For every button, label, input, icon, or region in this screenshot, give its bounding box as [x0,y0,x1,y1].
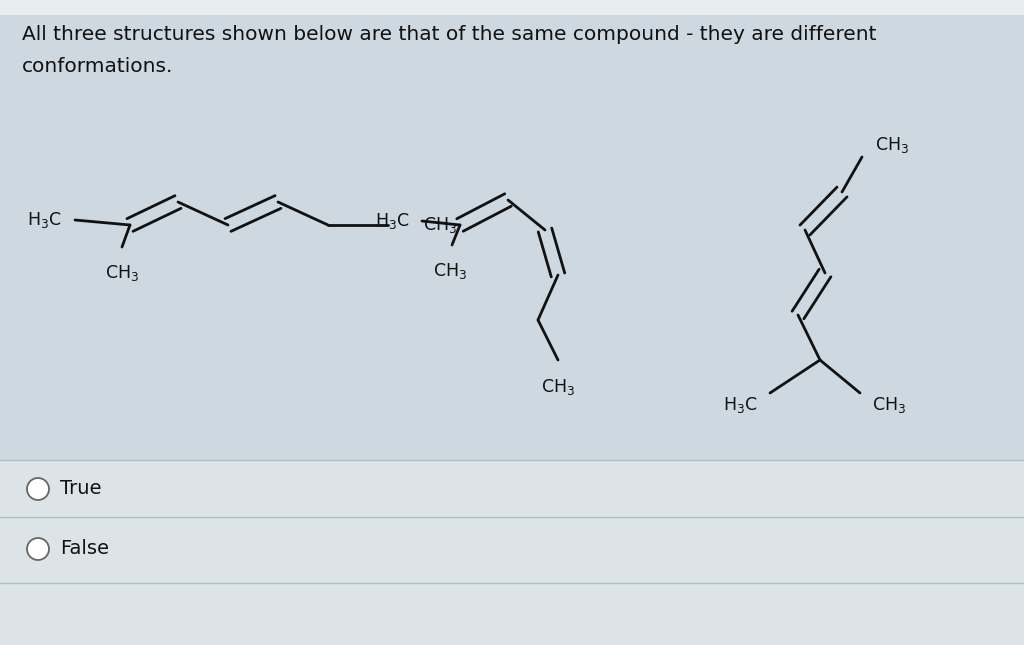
Text: $\mathregular{H_3C}$: $\mathregular{H_3C}$ [723,395,758,415]
Text: $\mathregular{CH_3}$: $\mathregular{CH_3}$ [541,377,575,397]
Bar [0,460,1024,645]
Text: $\mathregular{CH_3}$: $\mathregular{CH_3}$ [874,135,909,155]
Bar [0,0,1024,15]
Text: False: False [60,539,109,559]
Text: True: True [60,479,101,499]
Text: $\mathregular{CH_3}$: $\mathregular{CH_3}$ [423,215,457,235]
Circle shape [27,478,49,500]
Text: All three structures shown below are that of the same compound - they are differ: All three structures shown below are tha… [22,26,877,45]
Bar [0,0,1024,460]
Text: $\mathregular{CH_3}$: $\mathregular{CH_3}$ [104,263,139,283]
Text: conformations.: conformations. [22,57,173,77]
Circle shape [27,538,49,560]
Text: $\mathregular{H_3C}$: $\mathregular{H_3C}$ [376,211,410,231]
Text: $\mathregular{H_3C}$: $\mathregular{H_3C}$ [28,210,62,230]
Text: $\mathregular{CH_3}$: $\mathregular{CH_3}$ [433,261,467,281]
Text: $\mathregular{CH_3}$: $\mathregular{CH_3}$ [872,395,906,415]
